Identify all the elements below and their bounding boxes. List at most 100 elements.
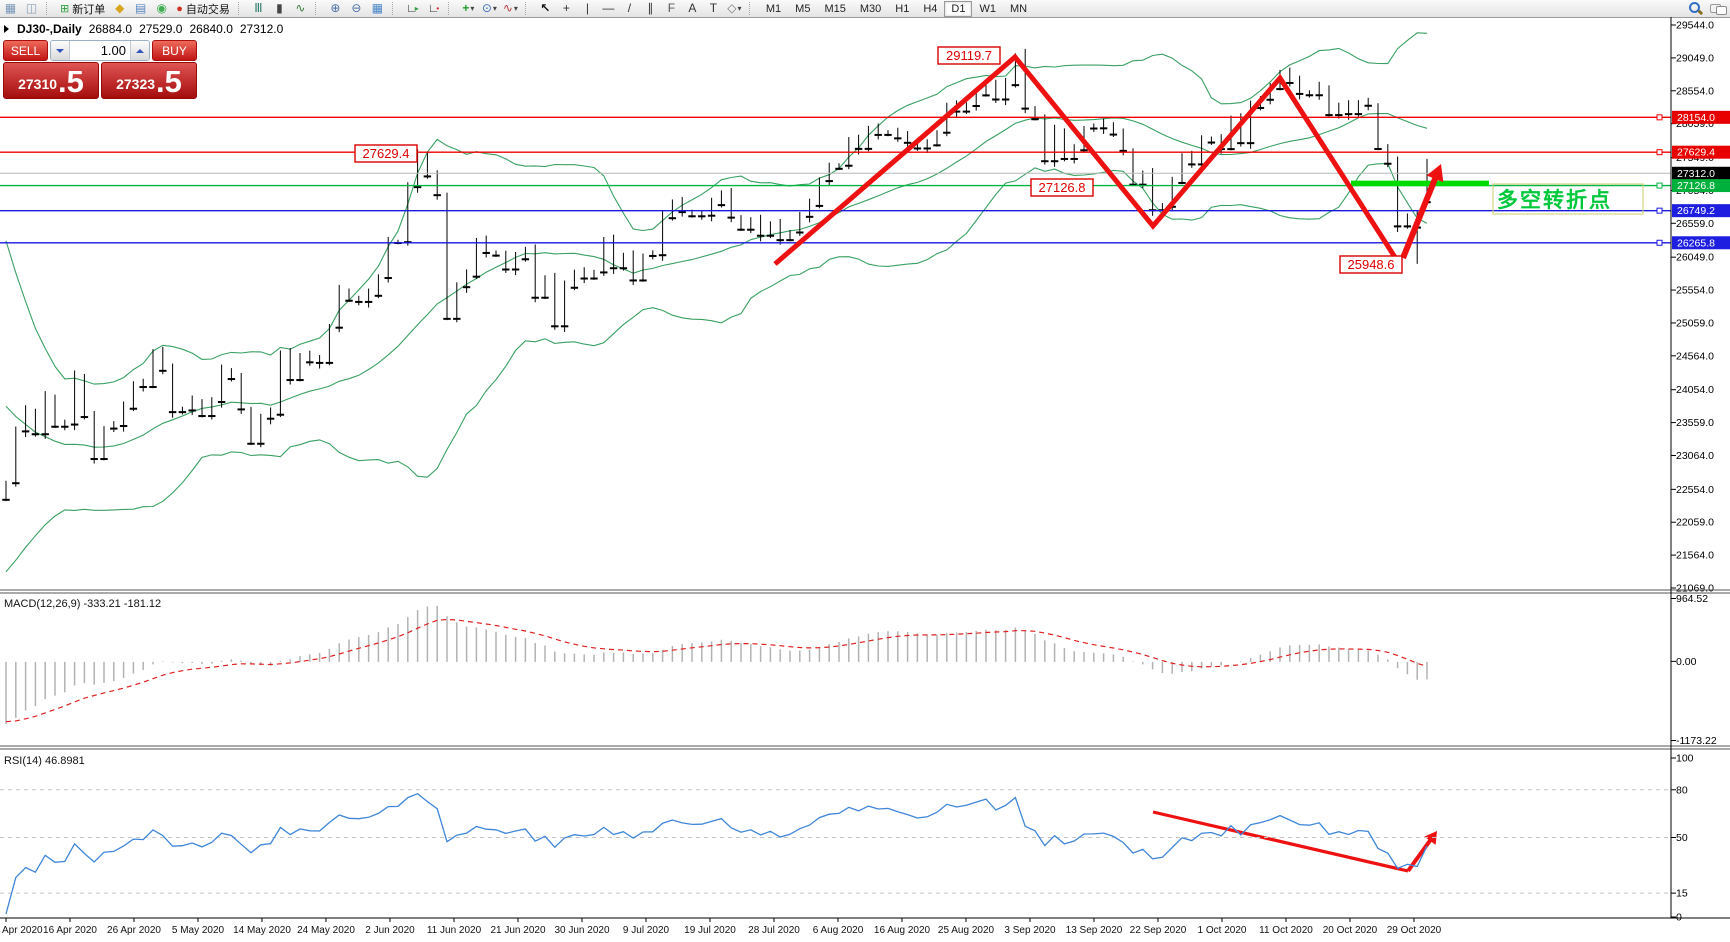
crosshair-icon[interactable]: + bbox=[556, 1, 577, 16]
price-callout bbox=[937, 46, 1001, 65]
timeframe-h1-button[interactable]: H1 bbox=[895, 2, 910, 15]
cursor-icon[interactable]: ↖ bbox=[535, 1, 556, 16]
svg-text:22059.0: 22059.0 bbox=[1676, 517, 1714, 529]
text-label-icon[interactable]: T bbox=[703, 1, 724, 16]
new-order-button-label: 新订单 bbox=[72, 3, 106, 16]
time-axis[interactable]: Apr 2020 16 Apr 2020 26 Apr 2020 5 May 2020… bbox=[0, 17, 1730, 936]
terminal-icon[interactable]: ▤ bbox=[130, 1, 151, 16]
timeframe-h4-button[interactable]: H4 bbox=[923, 2, 938, 15]
volume-input[interactable] bbox=[70, 41, 130, 60]
price-tag bbox=[1672, 166, 1730, 180]
text-label-icon: T bbox=[709, 1, 718, 15]
svg-text:21 Jun 2020: 21 Jun 2020 bbox=[490, 925, 545, 936]
search-icon[interactable] bbox=[1688, 1, 1702, 15]
chart-profiles-icon[interactable]: ◫ bbox=[21, 1, 42, 16]
sell-price-main: 27310 bbox=[18, 76, 58, 92]
volume-increase-button[interactable] bbox=[130, 41, 149, 60]
text-icon[interactable]: A bbox=[682, 1, 703, 16]
bollinger-bands bbox=[5, 32, 1428, 573]
indicators-icon[interactable]: + ▾ bbox=[458, 1, 479, 16]
timeframe-m30-button[interactable]: M30 bbox=[859, 2, 882, 15]
turning-point-note[interactable]: 多空转折点 bbox=[1492, 183, 1644, 215]
timeframe-m15-button[interactable]: M15 bbox=[824, 2, 846, 15]
low-value: 26840.0 bbox=[189, 22, 233, 36]
svg-text:19 Jul 2020: 19 Jul 2020 bbox=[684, 925, 736, 936]
price-scale[interactable]: 29544.029049.028554.028059.027549.027054… bbox=[1671, 20, 1730, 595]
new-chart-icon[interactable]: ▦ bbox=[0, 1, 21, 16]
chat-icon[interactable] bbox=[1710, 2, 1727, 15]
buy-button[interactable]: BUY bbox=[152, 40, 197, 61]
fibonacci-icon[interactable]: F bbox=[661, 1, 682, 16]
svg-text:80: 80 bbox=[1676, 784, 1688, 796]
svg-text:MACD(12,26,9) -333.21 -181.12: MACD(12,26,9) -333.21 -181.12 bbox=[4, 598, 161, 610]
candle-chart-mode-icon[interactable]: ▮ bbox=[269, 1, 290, 16]
arrange-charts-icon[interactable]: ∟ ▸ bbox=[402, 1, 423, 16]
dropdown-arrow-icon: ▾ bbox=[470, 4, 475, 13]
chart-shift-icon[interactable]: ∟ • bbox=[423, 1, 444, 16]
svg-text:27629.4: 27629.4 bbox=[363, 146, 410, 161]
sell-price-display[interactable]: 27310.5 bbox=[3, 62, 99, 99]
indicators-icon: + bbox=[462, 1, 470, 15]
periods-icon[interactable]: ⊙ ▾ bbox=[479, 1, 500, 16]
volume-decrease-button[interactable] bbox=[51, 41, 70, 60]
svg-text:28 Jul 2020: 28 Jul 2020 bbox=[748, 925, 800, 936]
zoom-in-icon[interactable]: ⊕ bbox=[325, 1, 346, 16]
horizontal-line-icon[interactable]: — bbox=[598, 1, 619, 16]
shapes-icon[interactable]: ◇ ▾ bbox=[724, 1, 745, 16]
macd-panel: MACD(12,26,9) -333.21 -181.12 964.52 0.00 -… bbox=[4, 593, 1717, 747]
svg-text:23559.0: 23559.0 bbox=[1676, 417, 1714, 429]
close-value: 27312.0 bbox=[239, 22, 284, 36]
zoom-out-icon[interactable]: ⊖ bbox=[346, 1, 367, 16]
chart-area[interactable]: 29544.029049.028554.028059.027549.027054… bbox=[0, 17, 1730, 942]
panel-splitters[interactable] bbox=[0, 589, 1730, 750]
timeframe-w1-button[interactable]: W1 bbox=[979, 2, 996, 15]
buy-price-pips: .5 bbox=[156, 64, 182, 99]
tile-windows-icon[interactable]: ▦ bbox=[367, 1, 388, 16]
templates-icon[interactable]: ∿ ▾ bbox=[500, 1, 521, 16]
toolbar-separator bbox=[237, 2, 245, 15]
arrow-up-icon bbox=[136, 48, 144, 53]
collapse-triangle-icon[interactable] bbox=[4, 25, 9, 33]
svg-text:-1173.22: -1173.22 bbox=[1676, 735, 1717, 747]
auto-trading-button[interactable]: ● 自动交易 bbox=[172, 1, 234, 16]
autotrade-icon: ● bbox=[176, 2, 183, 15]
signals-icon[interactable]: ◉ bbox=[151, 1, 172, 16]
svg-text:16 Aug 2020: 16 Aug 2020 bbox=[874, 925, 931, 936]
buy-price-display[interactable]: 27323.5 bbox=[101, 62, 197, 99]
sell-button[interactable]: SELL bbox=[3, 40, 48, 61]
timeframe-m5-button[interactable]: M5 bbox=[795, 2, 811, 15]
svg-text:11 Oct 2020: 11 Oct 2020 bbox=[1259, 925, 1313, 936]
svg-text:26749.2: 26749.2 bbox=[1677, 205, 1715, 217]
arrange-charts-icon-accent: ▸ bbox=[414, 4, 419, 13]
dropdown-arrow-icon: ▾ bbox=[513, 4, 518, 13]
new-order-button[interactable]: ⊞ 新订单 bbox=[56, 1, 109, 16]
svg-text:27629.4: 27629.4 bbox=[1677, 147, 1715, 159]
vertical-line-icon[interactable]: | bbox=[577, 1, 598, 16]
metaeditor-icon[interactable]: ◆ bbox=[109, 1, 130, 16]
tile-windows-icon: ▦ bbox=[371, 1, 384, 15]
timeframe-mn-button[interactable]: MN bbox=[1009, 2, 1028, 15]
bar-chart-mode-icon[interactable]: Ⅲ bbox=[248, 1, 269, 16]
arrange-charts-icon: ∟ bbox=[405, 1, 418, 15]
svg-text:25059.0: 25059.0 bbox=[1676, 317, 1714, 329]
new-chart-icon: ▦ bbox=[4, 1, 17, 15]
candle-chart-mode-icon: ▮ bbox=[276, 1, 283, 15]
line-chart-mode-icon[interactable]: ∿ bbox=[290, 1, 311, 16]
trendline-icon[interactable]: / bbox=[619, 1, 640, 16]
trendline-icon: / bbox=[627, 1, 632, 15]
svg-text:5 May 2020: 5 May 2020 bbox=[172, 925, 225, 936]
chart-profiles-icon: ◫ bbox=[25, 1, 38, 15]
channel-icon[interactable]: ∥ bbox=[640, 1, 661, 16]
timeframe-d1-button[interactable]: D1 bbox=[944, 0, 973, 17]
toolbar-separator bbox=[748, 2, 756, 15]
svg-text:964.52: 964.52 bbox=[1676, 593, 1708, 605]
svg-text:24054.0: 24054.0 bbox=[1676, 384, 1714, 396]
svg-text:Apr 2020: Apr 2020 bbox=[2, 925, 43, 936]
macd-signal-line bbox=[5, 618, 1428, 723]
svg-text:29544.0: 29544.0 bbox=[1676, 20, 1714, 32]
price-callout bbox=[1030, 178, 1094, 197]
svg-text:11 Jun 2020: 11 Jun 2020 bbox=[427, 925, 482, 936]
svg-text:26049.0: 26049.0 bbox=[1676, 252, 1714, 264]
horizontal-line-icon: — bbox=[602, 1, 615, 15]
timeframe-m1-button[interactable]: M1 bbox=[765, 2, 782, 15]
